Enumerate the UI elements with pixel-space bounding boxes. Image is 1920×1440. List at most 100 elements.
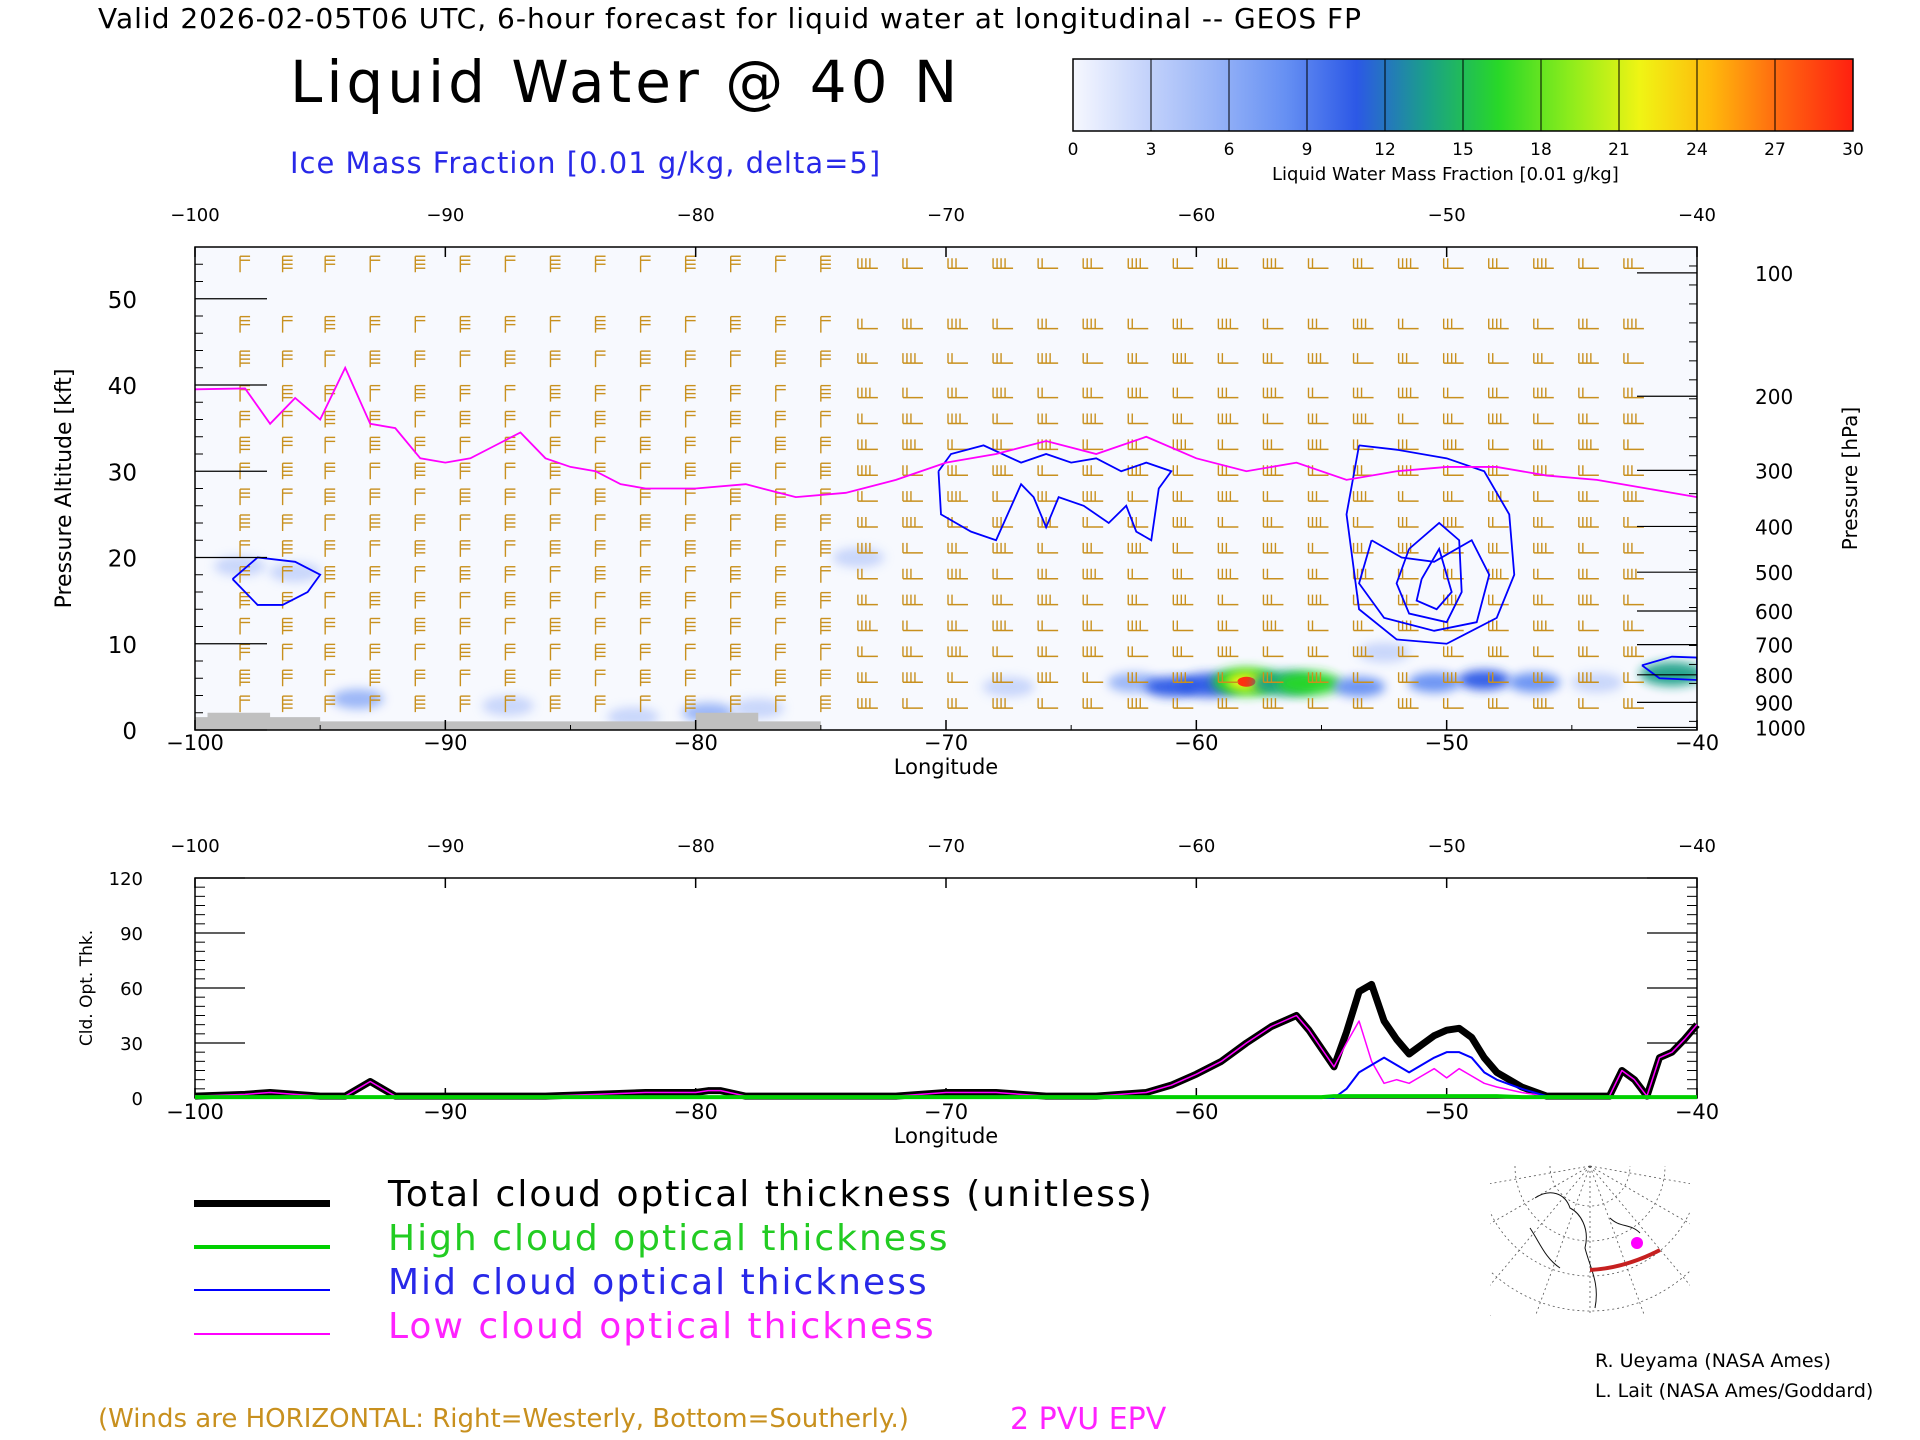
wind-barb <box>775 384 786 402</box>
terrain <box>195 712 821 730</box>
wind-barb <box>239 643 251 661</box>
wind-barb <box>730 643 741 661</box>
wind-barb <box>459 540 471 557</box>
wind-barb <box>820 255 831 273</box>
wind-barb <box>1442 672 1464 683</box>
wind-barb <box>1578 387 1599 399</box>
wind-barb <box>820 315 831 333</box>
legend-line-low <box>194 1333 330 1335</box>
wind-barb <box>1307 491 1329 502</box>
y-tick-label: 50 <box>108 288 137 314</box>
wind-barb <box>504 384 516 402</box>
wind-barb <box>947 465 969 476</box>
wind-barb <box>1082 620 1104 632</box>
wind-barb <box>730 410 741 428</box>
credit-lait: L. Lait (NASA Ames/Goddard) <box>1595 1380 1874 1402</box>
wind-barb <box>1172 594 1194 606</box>
colorbar-tick-label: 12 <box>1374 140 1396 160</box>
epv-note: 2 PVU EPV <box>1010 1402 1167 1437</box>
wind-barb <box>1172 491 1194 502</box>
wind-barb <box>414 617 426 635</box>
wind-barb <box>281 255 293 273</box>
wind-barb <box>775 540 786 557</box>
wind-barb <box>1488 387 1509 399</box>
wind-barb <box>1397 353 1419 364</box>
wind-barb <box>369 255 381 273</box>
wind-barb <box>324 695 336 713</box>
wind-barb <box>1307 387 1329 399</box>
wind-barb <box>1578 517 1599 528</box>
wind-barb <box>414 462 426 480</box>
wind-barb <box>1127 413 1149 425</box>
wind-barb <box>639 384 651 402</box>
ice-contour-central <box>937 444 1173 542</box>
wind-barb <box>1397 646 1419 658</box>
wind-barb <box>594 514 606 531</box>
wind-barb <box>1352 672 1374 683</box>
wind-barb <box>857 413 878 425</box>
wind-barb <box>1127 387 1149 399</box>
wind-barb <box>239 669 251 687</box>
wind-barb <box>1533 672 1554 683</box>
series-line-high <box>195 1094 1697 1100</box>
wind-barb <box>504 350 516 368</box>
wind-barb <box>1082 517 1104 528</box>
wind-barb <box>281 591 293 609</box>
ice-contour-east-inner <box>1395 521 1463 624</box>
wind-barb <box>1037 568 1059 580</box>
wind-barb <box>902 258 923 269</box>
wind-barb <box>902 698 923 709</box>
wind-barb <box>1127 353 1149 364</box>
y-axis-label: Pressure Altitude [kft] <box>52 369 77 609</box>
wind-barb <box>1533 491 1554 502</box>
wind-barb <box>1488 491 1509 502</box>
wind-barb <box>1397 439 1419 451</box>
wind-barb <box>459 462 471 480</box>
wind-barb <box>902 620 923 632</box>
wind-barb <box>1037 594 1059 606</box>
wind-barb <box>639 350 651 368</box>
legend-line-high <box>194 1245 330 1249</box>
wind-barb <box>1623 465 1644 476</box>
wind-barb <box>639 566 651 583</box>
wind-barb <box>459 591 471 609</box>
wind-barb <box>1127 491 1149 502</box>
wind-barb <box>504 540 516 557</box>
legend-label-mid: Mid cloud optical thickness <box>388 1262 929 1303</box>
wind-barb <box>1352 491 1374 502</box>
colorbar-label: Liquid Water Mass Fraction [0.01 g/kg] <box>1272 164 1619 185</box>
liquid-water-blob <box>1333 676 1386 697</box>
wind-barb <box>1262 698 1284 709</box>
wind-barb <box>992 672 1014 683</box>
wind-barb <box>1307 620 1329 632</box>
wind-barb <box>1262 594 1284 606</box>
cross-section-chart: −100 −100 −90 −90 −80 −80 −70 −70 −60 −60 −50 −50 −4… <box>52 205 1862 779</box>
wind-barb <box>549 591 561 609</box>
wind-barb <box>1307 568 1329 580</box>
wind-barb <box>684 436 696 454</box>
wind-barb <box>992 465 1014 476</box>
wind-barb <box>992 353 1014 364</box>
colorbar-tick-label: 9 <box>1301 140 1313 160</box>
wind-barb <box>947 594 969 606</box>
wind-barb <box>1488 413 1509 425</box>
wind-barb <box>1172 439 1194 451</box>
wind-barb <box>1127 698 1149 709</box>
wind-barb <box>1578 318 1599 330</box>
wind-barb <box>775 643 786 661</box>
pressure-tick-label: 600 <box>1755 600 1793 624</box>
x-tick-label: −70 <box>924 731 968 755</box>
wind-barb <box>1127 318 1149 330</box>
wind-barb <box>1172 318 1194 330</box>
wind-barb <box>1217 258 1239 269</box>
winds-note: (Winds are HORIZONTAL: Right=Westerly, B… <box>98 1404 909 1434</box>
wind-barb <box>1172 646 1194 658</box>
wind-barb <box>549 540 561 557</box>
wind-barb <box>902 542 923 554</box>
wind-barb <box>504 488 516 506</box>
lower-x-tick-label: −70 <box>924 1100 968 1124</box>
wind-barb <box>239 255 251 273</box>
wind-barb <box>857 491 878 502</box>
wind-barb <box>947 439 969 451</box>
wind-barb <box>1082 387 1104 399</box>
